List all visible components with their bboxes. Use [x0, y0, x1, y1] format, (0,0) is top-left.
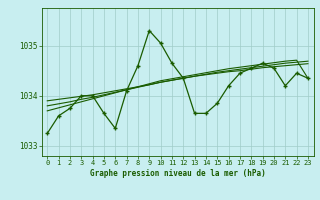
X-axis label: Graphe pression niveau de la mer (hPa): Graphe pression niveau de la mer (hPa) — [90, 169, 266, 178]
